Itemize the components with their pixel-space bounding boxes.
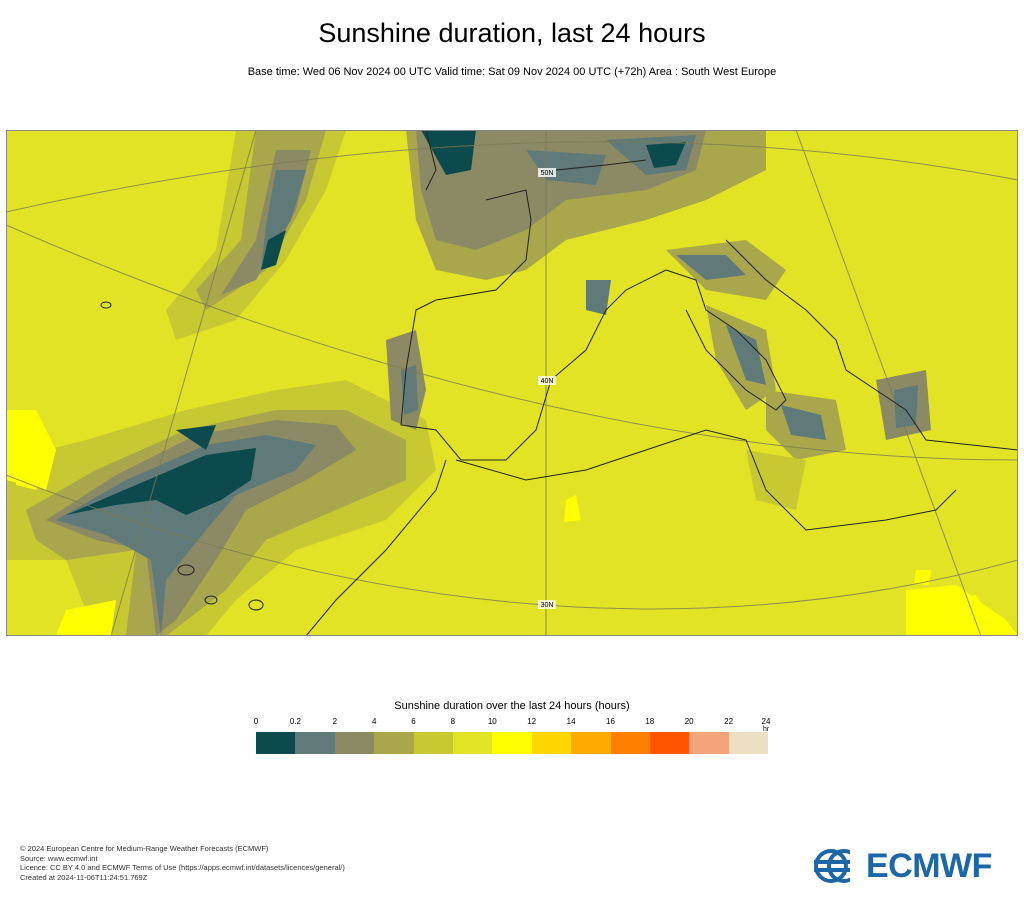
- legend-swatch: [531, 732, 572, 754]
- footer-licence: Licence: CC BY 4.0 and ECMWF Terms of Us…: [20, 863, 345, 872]
- legend-tick: 6: [411, 717, 416, 726]
- map-frame: [6, 130, 1018, 636]
- coastlines: [305, 130, 1018, 636]
- legend-swatch: [610, 732, 650, 754]
- legend-tick: 10: [487, 717, 497, 726]
- legend-tick: 20: [684, 717, 694, 726]
- lat-label-40n: 40N: [541, 378, 554, 385]
- legend-colorbar: [256, 732, 769, 754]
- latitude-labels: 50N 40N 30N: [538, 168, 556, 609]
- sunshine-patches: [6, 410, 1018, 636]
- ecmwf-logo-icon: [814, 849, 860, 883]
- legend-swatch: [571, 732, 611, 754]
- sunshine-map: 50N 40N 30N: [6, 130, 1018, 636]
- legend-swatch: [413, 732, 453, 754]
- legend-tick: 0.2: [289, 717, 301, 726]
- chart-subtitle: Base time: Wed 06 Nov 2024 00 UTC Valid …: [247, 66, 777, 78]
- legend-swatch: [728, 732, 769, 754]
- legend-swatch: [689, 732, 729, 754]
- lat-label-50n: 50N: [541, 170, 554, 177]
- legend-tick: 8: [450, 717, 456, 726]
- legend-ticks: 0 0.2 2 4 6 8 10 12 14 16 18 20 22 24 hr: [253, 717, 771, 733]
- ecmwf-logo-text: ECMWF: [866, 846, 992, 885]
- legend-tick: 12: [527, 717, 537, 726]
- islands: [100, 301, 264, 611]
- legend-tick: 14: [566, 717, 576, 726]
- legend-title: Sunshine duration over the last 24 hours…: [394, 700, 630, 712]
- cloud-patches-land: [386, 240, 931, 510]
- footer-source: Source: www.ecmwf.int: [20, 853, 98, 863]
- legend-swatch: [452, 732, 493, 754]
- ecmwf-logo: ECMWF: [814, 846, 1006, 886]
- footer-copyright: © 2024 European Centre for Medium-Range …: [20, 844, 269, 853]
- legend-tick: 0: [253, 717, 259, 726]
- chart-title: Sunshine duration, last 24 hours: [318, 18, 706, 48]
- legend-swatch: [256, 732, 296, 754]
- footer: © 2024 European Centre for Medium-Range …: [20, 844, 345, 882]
- legend-swatch: [374, 732, 414, 754]
- lat-label-30n: 30N: [541, 602, 554, 609]
- legend-tick: 2: [332, 717, 338, 726]
- legend-unit: hr: [763, 726, 770, 733]
- legend-swatch: [334, 732, 375, 754]
- graticule: [6, 130, 1018, 636]
- legend-swatch: [492, 732, 532, 754]
- cloud-band-atlantic-lower: [6, 380, 436, 636]
- legend-tick: 4: [371, 717, 377, 726]
- legend-tick: 22: [724, 717, 734, 726]
- legend-swatch: [295, 732, 335, 754]
- legend-tick: 16: [606, 717, 615, 726]
- footer-created: Created at 2024-11-06T11:24:51.769Z: [20, 872, 148, 882]
- legend-swatch: [649, 732, 690, 754]
- legend-tick: 24: [761, 717, 771, 726]
- legend-tick: 18: [645, 717, 655, 726]
